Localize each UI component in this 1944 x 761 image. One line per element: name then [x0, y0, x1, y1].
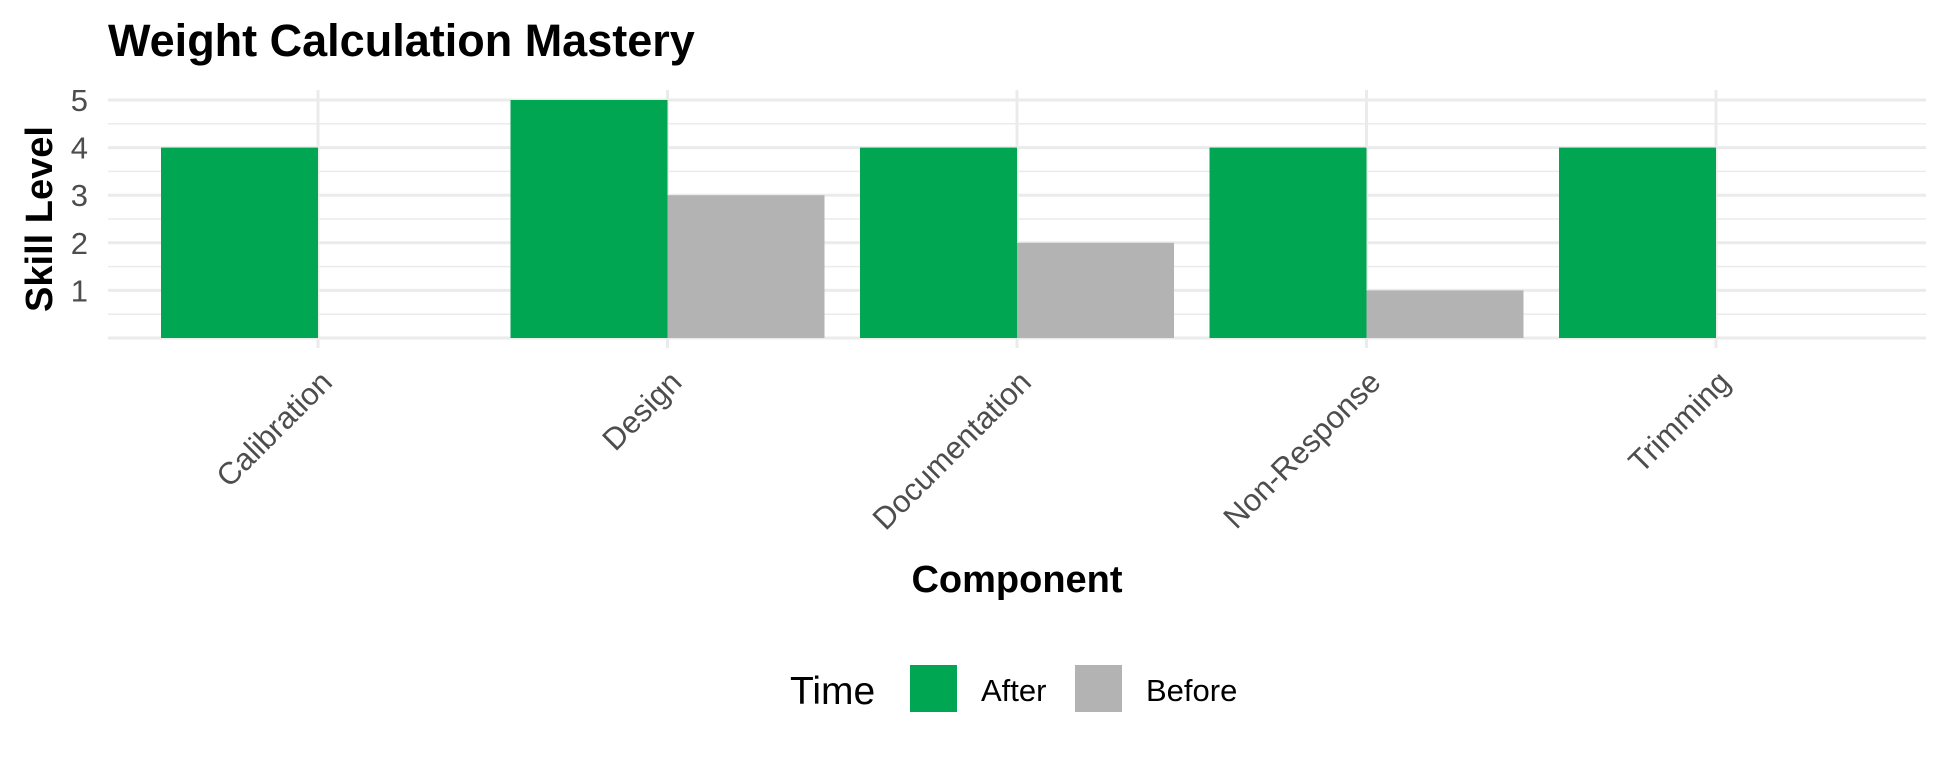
y-tick-label: 2 [71, 226, 88, 261]
legend: Time After Before [790, 665, 1237, 713]
x-tick-label: Trimming [1622, 364, 1737, 479]
y-tick-label: 4 [71, 131, 88, 166]
y-tick-label: 5 [71, 83, 88, 118]
y-axis-title: Skill Level [19, 126, 61, 312]
bar-before-design [667, 195, 825, 338]
chart-title: Weight Calculation Mastery [108, 15, 695, 66]
bar-after-design [510, 100, 668, 338]
legend-label-after: After [981, 673, 1046, 708]
x-tick-label: Design [595, 364, 688, 457]
legend-title: Time [790, 670, 875, 713]
legend-key-before [1075, 665, 1122, 712]
legend-label-before: Before [1146, 673, 1237, 708]
bar-before-documentation [1017, 242, 1174, 338]
x-tick-label: Documentation [866, 364, 1038, 536]
y-tick-label: 3 [71, 178, 88, 213]
x-tick-label: Non-Response [1216, 364, 1387, 535]
legend-key-after [910, 665, 957, 712]
bar-after-calibration [161, 147, 318, 338]
bar-before-non-response [1366, 290, 1524, 338]
bar-after-trimming [1559, 147, 1716, 338]
bar-after-non-response [1209, 147, 1367, 338]
bar-after-documentation [860, 147, 1017, 338]
bars [161, 100, 1716, 338]
x-axis-title: Component [911, 559, 1122, 601]
y-axis-ticks: 1 2 3 4 5 [71, 83, 88, 308]
x-tick-label: Calibration [209, 364, 339, 494]
x-axis-ticks: Calibration Design Documentation Non-Respon… [209, 364, 1737, 536]
y-tick-label: 1 [71, 273, 88, 308]
